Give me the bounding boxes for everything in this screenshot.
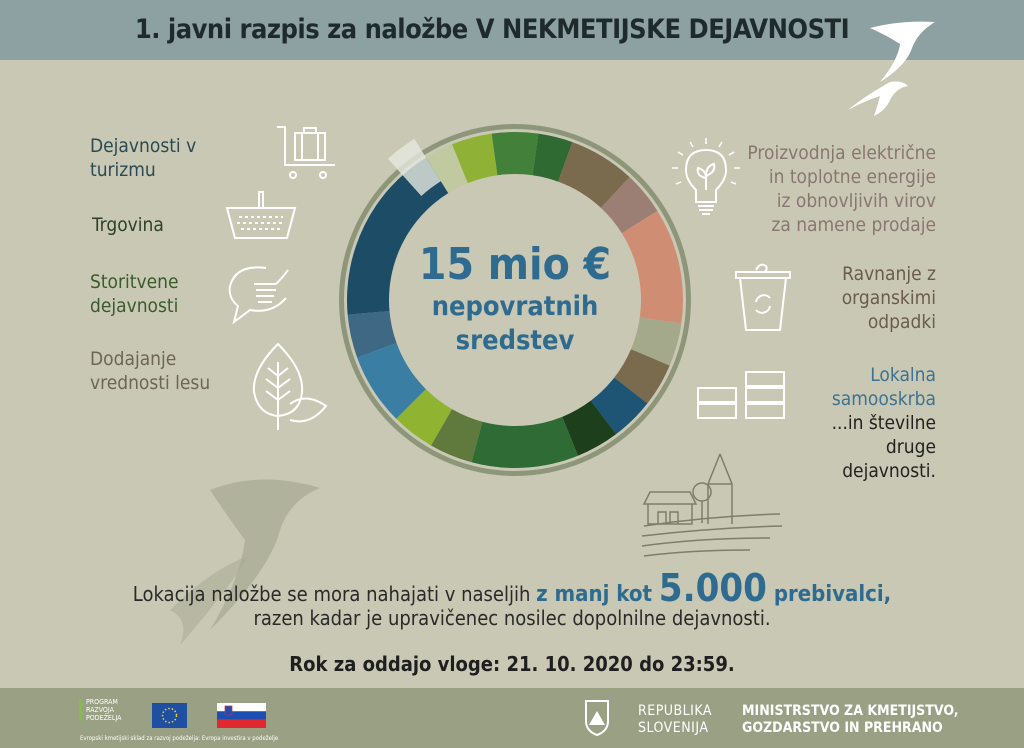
luggage-cart-icon — [277, 126, 335, 179]
label-tourism: Dejavnosti v turizmu — [90, 135, 197, 181]
location-exception: razen kadar je upravičenec nosilec dopol… — [253, 606, 771, 630]
funding-ring — [339, 124, 691, 476]
slovenia-flag-icon — [217, 703, 266, 728]
ring-segment — [558, 142, 630, 208]
village-icon — [641, 453, 783, 557]
ring-segment — [590, 377, 648, 435]
label-other: ...in številne druge dejavnosti. — [831, 412, 936, 482]
ring-segment — [471, 416, 578, 468]
ring-segment — [396, 389, 452, 446]
swallow-icon — [848, 21, 935, 116]
deadline: Rok za oddajo vloge: 21. 10. 2020 do 23:… — [289, 652, 735, 676]
ministry-name: MINISTRSTVO ZA KMETIJSTVO, GOZDARSTVO IN … — [742, 703, 959, 736]
swallow-icon — [170, 479, 320, 645]
eu-caption: Evropski kmetijski sklad za razvoj podež… — [80, 735, 279, 742]
label-services: Storitvene dejavnosti — [90, 271, 179, 317]
ring-segment — [630, 317, 682, 366]
ring-segment — [357, 343, 426, 419]
label-local-supply: Lokalna samooskrba — [831, 364, 936, 410]
hand-speech-bubble-icon — [228, 266, 289, 324]
header-bar — [0, 0, 1024, 60]
ring-segment — [431, 409, 483, 463]
label-wood: Dodajanje vrednosti lesu — [90, 348, 211, 394]
republika-slovenija: REPUBLIKA SLOVENIJA — [638, 703, 713, 736]
ring-segment — [562, 400, 617, 456]
label-trade: Trgovina — [92, 214, 164, 236]
ring-segment-highlight — [387, 138, 441, 196]
shopping-basket-icon — [225, 191, 297, 239]
label-waste: Ravnanje z organskimi odpadki — [841, 263, 936, 333]
location-requirement: Lokacija naložbe se mora nahajati v nase… — [132, 566, 892, 610]
page-title: 1. javni razpis za naložbe V NEKMETIJSKE… — [134, 14, 850, 45]
ring-segment — [347, 157, 449, 315]
funding-amount: 15 mio € nepovratnih sredstev — [418, 239, 612, 357]
ring-segment — [532, 133, 573, 182]
label-energy: Proizvodnja električne in toplotne energi… — [747, 142, 936, 236]
ring-segment — [452, 133, 498, 184]
lightbulb-plant-icon — [672, 138, 740, 215]
ring-segment — [621, 210, 683, 324]
crates-icon — [697, 371, 785, 419]
recycle-bin-icon — [735, 263, 791, 331]
coat-of-arms-icon — [585, 700, 609, 737]
ring-segment — [614, 349, 670, 404]
eu-flag-icon — [152, 703, 187, 728]
ring-segment — [491, 132, 539, 176]
ring-segment — [347, 310, 397, 358]
leaf-icon — [252, 342, 328, 430]
program-logo — [79, 699, 82, 721]
ring-segment — [425, 144, 468, 194]
ring-segment — [600, 177, 658, 234]
program-text: PROGRAM RAZVOJA PODEŽELJA — [86, 698, 122, 722]
